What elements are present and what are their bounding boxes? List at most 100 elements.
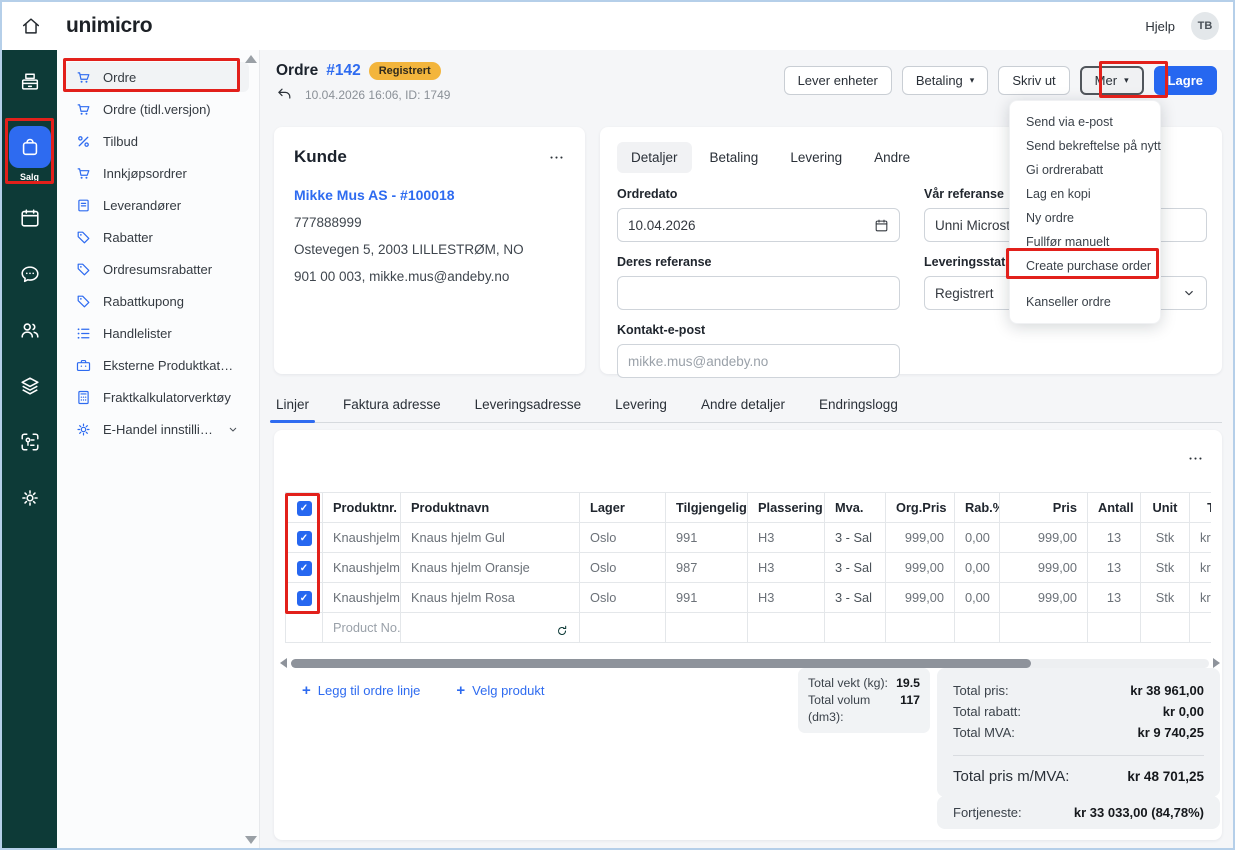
- sidebar-item-innkjopsordrer[interactable]: Innkjøpsordrer: [65, 158, 249, 188]
- tab-betaling[interactable]: Betaling: [709, 150, 759, 165]
- print-button[interactable]: Skriv ut: [998, 66, 1070, 95]
- row-checkbox[interactable]: [296, 590, 312, 606]
- cell-price[interactable]: 999,00: [999, 552, 1088, 583]
- cell-qty[interactable]: 13: [1087, 582, 1141, 613]
- cell-available[interactable]: 991: [665, 522, 748, 553]
- back-button[interactable]: [276, 86, 293, 103]
- menu-item-ny-ordre[interactable]: Ny ordre: [1026, 211, 1074, 225]
- cell-qty[interactable]: 13: [1087, 522, 1141, 553]
- sidebar-scroll-up-icon[interactable]: [245, 55, 257, 63]
- save-button[interactable]: Lagre: [1153, 66, 1217, 95]
- rail-item-calendar[interactable]: [2, 206, 57, 230]
- cell-discount[interactable]: 0,00: [954, 582, 1000, 613]
- order-number-link[interactable]: #142: [326, 62, 361, 79]
- cell-location[interactable]: H3: [747, 552, 825, 583]
- tab-leveringsadresse[interactable]: Leveringsadresse: [474, 397, 582, 412]
- row-checkbox[interactable]: [296, 530, 312, 546]
- cell-unit[interactable]: Stk: [1140, 522, 1190, 553]
- cell-location[interactable]: H3: [747, 522, 825, 553]
- table-horizontal-scrollbar[interactable]: [280, 657, 1220, 669]
- tab-andre[interactable]: Andre: [874, 150, 911, 165]
- contact-email-field[interactable]: [628, 353, 889, 369]
- sidebar-item-ehandel-innstillinger[interactable]: E-Handel innstillinger: [65, 414, 249, 444]
- sidebar-item-tilbud[interactable]: Tilbud: [65, 126, 249, 156]
- cell-warehouse[interactable]: Oslo: [579, 522, 666, 553]
- sidebar-item-leverandorer[interactable]: Leverandører: [65, 190, 249, 220]
- add-order-line-link[interactable]: + Legg til ordre linje: [302, 682, 421, 699]
- their-reference-input[interactable]: [617, 276, 900, 310]
- payment-dropdown-button[interactable]: Betaling ▾: [901, 66, 989, 95]
- sales-active-tile[interactable]: [8, 126, 51, 168]
- sidebar-item-ordre[interactable]: Ordre: [65, 62, 249, 92]
- rail-item-integrations[interactable]: [2, 430, 57, 454]
- rail-item-products[interactable]: [2, 374, 57, 398]
- cell-product-no[interactable]: Knaushjelm-g: [322, 522, 401, 553]
- scroll-right-icon[interactable]: [1213, 658, 1220, 668]
- menu-item-kanseller-ordre[interactable]: Kanseller ordre: [1026, 295, 1111, 309]
- cell-product-no[interactable]: Knaushjelm-o: [322, 552, 401, 583]
- sidebar-item-eksterne-produktkataloger[interactable]: Eksterne Produktkataloger: [65, 350, 249, 380]
- cell-available[interactable]: 991: [665, 582, 748, 613]
- help-link[interactable]: Hjelp: [1145, 18, 1175, 34]
- home-button[interactable]: [20, 15, 42, 37]
- sidebar-scroll-down-icon[interactable]: [245, 836, 257, 844]
- menu-item-gi-ordrerabatt[interactable]: Gi ordrerabatt: [1026, 163, 1104, 177]
- cell-product-name[interactable]: Knaus hjelm Oransje: [400, 552, 580, 583]
- menu-item-create-purchase-order[interactable]: Create purchase order: [1026, 259, 1152, 273]
- table-menu-button[interactable]: [1187, 450, 1204, 467]
- cell-product-no[interactable]: Knaushjelm-r: [322, 582, 401, 613]
- tab-detaljer[interactable]: Detaljer: [617, 142, 692, 173]
- customer-menu-button[interactable]: [548, 149, 565, 166]
- cell-discount[interactable]: 0,00: [954, 522, 1000, 553]
- cell-product-name[interactable]: Knaus hjelm Gul: [400, 522, 580, 553]
- refresh-icon[interactable]: [555, 624, 569, 638]
- rail-item-register[interactable]: [2, 70, 57, 94]
- cell-qty[interactable]: 13: [1087, 552, 1141, 583]
- scrollbar-thumb[interactable]: [291, 658, 1031, 668]
- tab-andre-detaljer[interactable]: Andre detaljer: [700, 397, 786, 412]
- menu-item-lag-en-kopi[interactable]: Lag en kopi: [1026, 187, 1091, 201]
- menu-item-fullfor-manuelt[interactable]: Fullfør manuelt: [1026, 235, 1110, 249]
- rail-item-settings[interactable]: [2, 486, 57, 510]
- cell-warehouse[interactable]: Oslo: [579, 552, 666, 583]
- choose-product-link[interactable]: + Velg produkt: [456, 682, 545, 699]
- cell-org-price[interactable]: 999,00: [885, 582, 955, 613]
- tab-levering[interactable]: Levering: [790, 150, 843, 165]
- tab-faktura-adresse[interactable]: Faktura adresse: [343, 397, 441, 412]
- cell-org-price[interactable]: 999,00: [885, 552, 955, 583]
- new-product-no-input[interactable]: Product No.: [322, 612, 401, 643]
- their-reference-field[interactable]: [628, 285, 889, 301]
- contact-email-input[interactable]: [617, 344, 900, 378]
- row-checkbox[interactable]: [296, 560, 312, 576]
- order-date-input[interactable]: 10.04.2026: [617, 208, 900, 242]
- menu-item-send-bekreftelse[interactable]: Send bekreftelse på nytt: [1026, 139, 1161, 153]
- cell-price[interactable]: 999,00: [999, 522, 1088, 553]
- tab-levering-2[interactable]: Levering: [615, 397, 667, 412]
- scroll-left-icon[interactable]: [280, 658, 287, 668]
- vat-select[interactable]: 3 - Sal: [835, 560, 875, 575]
- sidebar-item-rabattkupong[interactable]: Rabattkupong: [65, 286, 249, 316]
- cell-available[interactable]: 987: [665, 552, 748, 583]
- vat-select[interactable]: 3 - Sal: [835, 590, 875, 605]
- scrollbar-track[interactable]: [291, 658, 1209, 668]
- cell-price[interactable]: 999,00: [999, 582, 1088, 613]
- cell-unit[interactable]: Stk: [1140, 582, 1190, 613]
- vat-select[interactable]: 3 - Sal: [835, 530, 875, 545]
- menu-item-send-via-epost[interactable]: Send via e-post: [1026, 115, 1113, 129]
- cell-unit[interactable]: Stk: [1140, 552, 1190, 583]
- deliver-units-button[interactable]: Lever enheter: [783, 66, 892, 95]
- sidebar-item-ordre-tidl-versjon[interactable]: Ordre (tidl.versjon): [65, 94, 249, 124]
- cell-warehouse[interactable]: Oslo: [579, 582, 666, 613]
- rail-item-chat[interactable]: [2, 262, 57, 286]
- more-dropdown-button[interactable]: Mer ▾: [1079, 66, 1144, 95]
- tab-endringslogg[interactable]: Endringslogg: [819, 397, 898, 412]
- cell-product-name[interactable]: Knaus hjelm Rosa: [400, 582, 580, 613]
- select-all-checkbox[interactable]: [296, 500, 312, 516]
- customer-name-link[interactable]: Mikke Mus AS - #100018: [294, 187, 455, 203]
- cell-location[interactable]: H3: [747, 582, 825, 613]
- sidebar-item-rabatter[interactable]: Rabatter: [65, 222, 249, 252]
- cell-org-price[interactable]: 999,00: [885, 522, 955, 553]
- tab-linjer[interactable]: Linjer: [269, 389, 316, 423]
- sidebar-item-ordresumsrabatter[interactable]: Ordresumsrabatter: [65, 254, 249, 284]
- rail-item-sales[interactable]: Salg: [8, 126, 51, 182]
